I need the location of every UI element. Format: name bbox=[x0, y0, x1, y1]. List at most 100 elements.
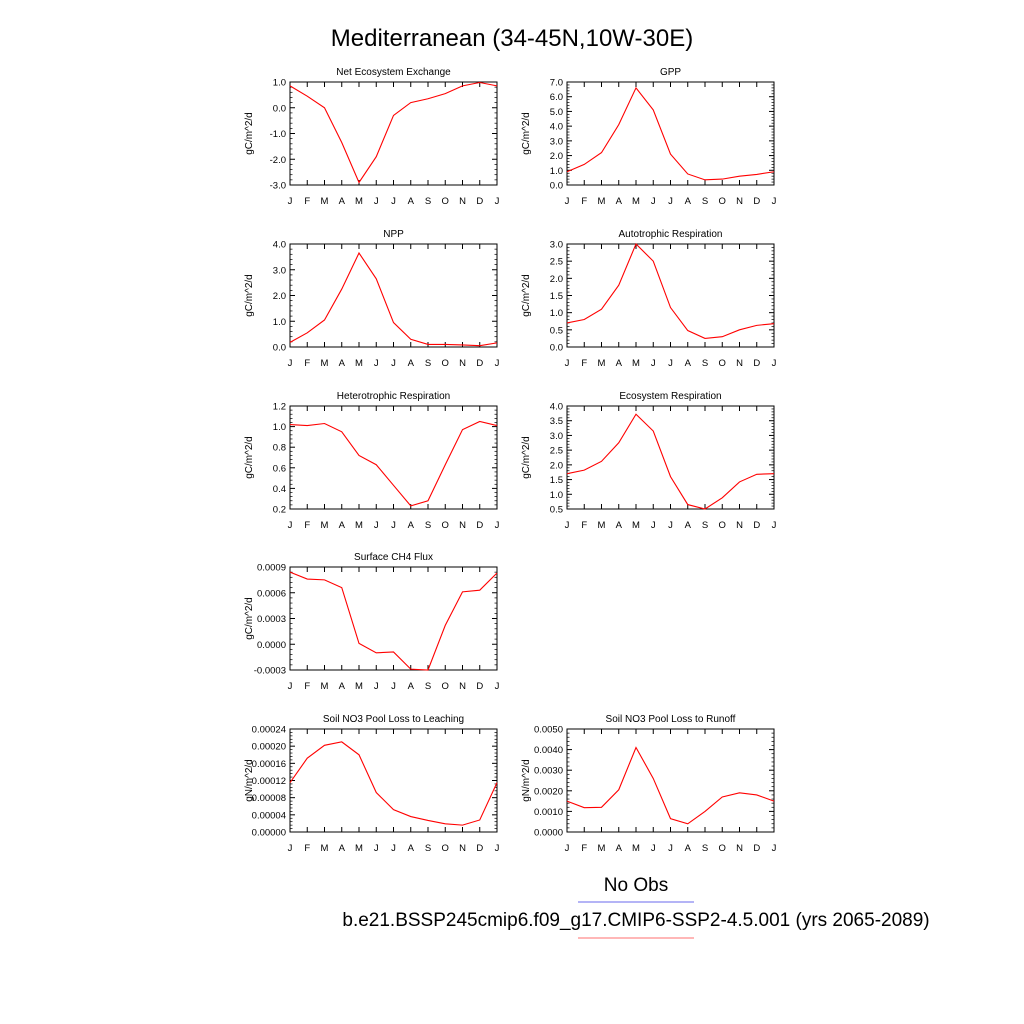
y-tick-label: 6.0 bbox=[550, 92, 563, 103]
y-axis-label: gN/m^2/d bbox=[521, 759, 532, 802]
legend-label-model: b.e21.BSSP245cmip6.f09_g17.CMIP6-SSP2-4.… bbox=[342, 910, 929, 931]
x-tick-label: S bbox=[702, 843, 708, 854]
x-tick-label: A bbox=[685, 358, 692, 369]
y-axis-label: gC/m^2/d bbox=[521, 112, 532, 155]
series-line bbox=[289, 81, 498, 184]
y-axis-label: gN/m^2/d bbox=[244, 759, 255, 802]
panel-title: Net Ecosystem Exchange bbox=[336, 67, 451, 78]
x-tick-label: D bbox=[476, 196, 483, 207]
x-tick-label: F bbox=[304, 196, 310, 207]
x-tick-label: J bbox=[288, 681, 293, 692]
y-tick-label: -1.0 bbox=[270, 129, 286, 140]
x-tick-label: J bbox=[668, 843, 673, 854]
panel-soil-no3-pool-loss-to-leaching: Soil NO3 Pool Loss to LeachinggN/m^2/d0.… bbox=[244, 714, 500, 854]
y-tick-label: 0.0000 bbox=[534, 828, 563, 839]
y-tick-label: 3.0 bbox=[550, 431, 563, 442]
panel-title: Heterotrophic Respiration bbox=[337, 391, 450, 402]
y-tick-label: 0.0 bbox=[273, 103, 286, 114]
y-tick-label: 0.0000 bbox=[257, 640, 286, 651]
series-line bbox=[289, 251, 498, 347]
y-tick-label: 0.0010 bbox=[534, 807, 563, 818]
x-tick-label: J bbox=[495, 681, 500, 692]
x-tick-label: M bbox=[355, 196, 363, 207]
x-tick-label: J bbox=[668, 358, 673, 369]
x-tick-label: J bbox=[565, 358, 570, 369]
x-tick-label: M bbox=[598, 196, 606, 207]
y-tick-label: 2.0 bbox=[550, 460, 563, 471]
x-tick-label: M bbox=[598, 358, 606, 369]
series-line bbox=[566, 243, 775, 339]
x-tick-label: O bbox=[442, 196, 449, 207]
x-tick-label: N bbox=[459, 681, 466, 692]
x-tick-label: D bbox=[476, 681, 483, 692]
x-tick-label: J bbox=[374, 520, 379, 531]
x-tick-label: D bbox=[753, 520, 760, 531]
x-tick-label: M bbox=[355, 843, 363, 854]
x-tick-label: O bbox=[719, 196, 726, 207]
panel-title: GPP bbox=[660, 67, 681, 78]
x-tick-label: F bbox=[581, 196, 587, 207]
y-tick-label: 0.0006 bbox=[257, 588, 286, 599]
panel-title: Soil NO3 Pool Loss to Leaching bbox=[323, 714, 464, 725]
y-tick-label: 0.00020 bbox=[252, 742, 286, 753]
y-tick-label: -0.0003 bbox=[254, 666, 286, 677]
x-tick-label: J bbox=[772, 358, 777, 369]
panel-title: Surface CH4 Flux bbox=[354, 552, 433, 563]
x-tick-label: O bbox=[719, 520, 726, 531]
legend-label-obs: No Obs bbox=[604, 875, 668, 896]
x-tick-label: J bbox=[495, 843, 500, 854]
panel-heterotrophic-respiration: Heterotrophic Respiration gC/m^2/d 0.2 0.4 0… bbox=[244, 391, 500, 531]
x-tick-label: S bbox=[425, 358, 431, 369]
x-tick-label: A bbox=[616, 520, 623, 531]
x-tick-label: M bbox=[321, 681, 329, 692]
x-tick-label: S bbox=[702, 358, 708, 369]
series-line bbox=[289, 571, 498, 671]
y-tick-label: 4.0 bbox=[550, 402, 563, 413]
x-tick-label: M bbox=[598, 520, 606, 531]
x-tick-label: A bbox=[685, 843, 692, 854]
y-tick-label: 2.0 bbox=[550, 274, 563, 285]
y-tick-label: 0.00012 bbox=[252, 776, 286, 787]
y-axis-label: gC/m^2/d bbox=[244, 597, 255, 640]
x-tick-label: J bbox=[565, 520, 570, 531]
y-tick-label: 0.8 bbox=[273, 443, 286, 454]
x-tick-label: F bbox=[581, 843, 587, 854]
x-tick-label: A bbox=[408, 358, 415, 369]
y-tick-label: 0.0009 bbox=[257, 563, 286, 574]
x-tick-label: J bbox=[772, 520, 777, 531]
x-tick-label: A bbox=[408, 520, 415, 531]
x-tick-label: J bbox=[668, 520, 673, 531]
y-tick-label: 0.4 bbox=[273, 484, 286, 495]
y-tick-label: 4.0 bbox=[273, 240, 286, 251]
plot-frame bbox=[289, 243, 498, 348]
x-tick-label: N bbox=[459, 520, 466, 531]
x-tick-label: F bbox=[581, 358, 587, 369]
series-line bbox=[289, 741, 498, 826]
y-axis-label: gC/m^2/d bbox=[244, 274, 255, 317]
x-tick-label: J bbox=[565, 196, 570, 207]
x-tick-label: M bbox=[632, 358, 640, 369]
x-tick-label: O bbox=[442, 843, 449, 854]
x-tick-label: A bbox=[339, 196, 346, 207]
x-tick-label: D bbox=[476, 843, 483, 854]
plot-frame bbox=[289, 405, 498, 510]
x-tick-label: A bbox=[616, 196, 623, 207]
y-tick-label: 1.0 bbox=[273, 78, 286, 89]
x-tick-label: M bbox=[355, 358, 363, 369]
x-tick-label: A bbox=[339, 520, 346, 531]
x-tick-label: A bbox=[408, 196, 415, 207]
x-tick-label: J bbox=[374, 358, 379, 369]
x-tick-label: J bbox=[651, 520, 656, 531]
y-axis-label: gC/m^2/d bbox=[521, 436, 532, 479]
x-tick-label: D bbox=[753, 358, 760, 369]
x-tick-label: A bbox=[339, 843, 346, 854]
y-tick-label: 0.0 bbox=[550, 343, 563, 354]
y-tick-label: 3.0 bbox=[550, 136, 563, 147]
panel-title: Ecosystem Respiration bbox=[619, 391, 721, 402]
panel-net-ecosystem-exchange: Net Ecosystem Exchange gC/m^2/d -3.0 -2.0 -1… bbox=[244, 67, 500, 207]
x-tick-label: M bbox=[321, 358, 329, 369]
x-tick-label: J bbox=[772, 843, 777, 854]
series-line bbox=[566, 413, 775, 510]
y-tick-label: 7.0 bbox=[550, 78, 563, 89]
